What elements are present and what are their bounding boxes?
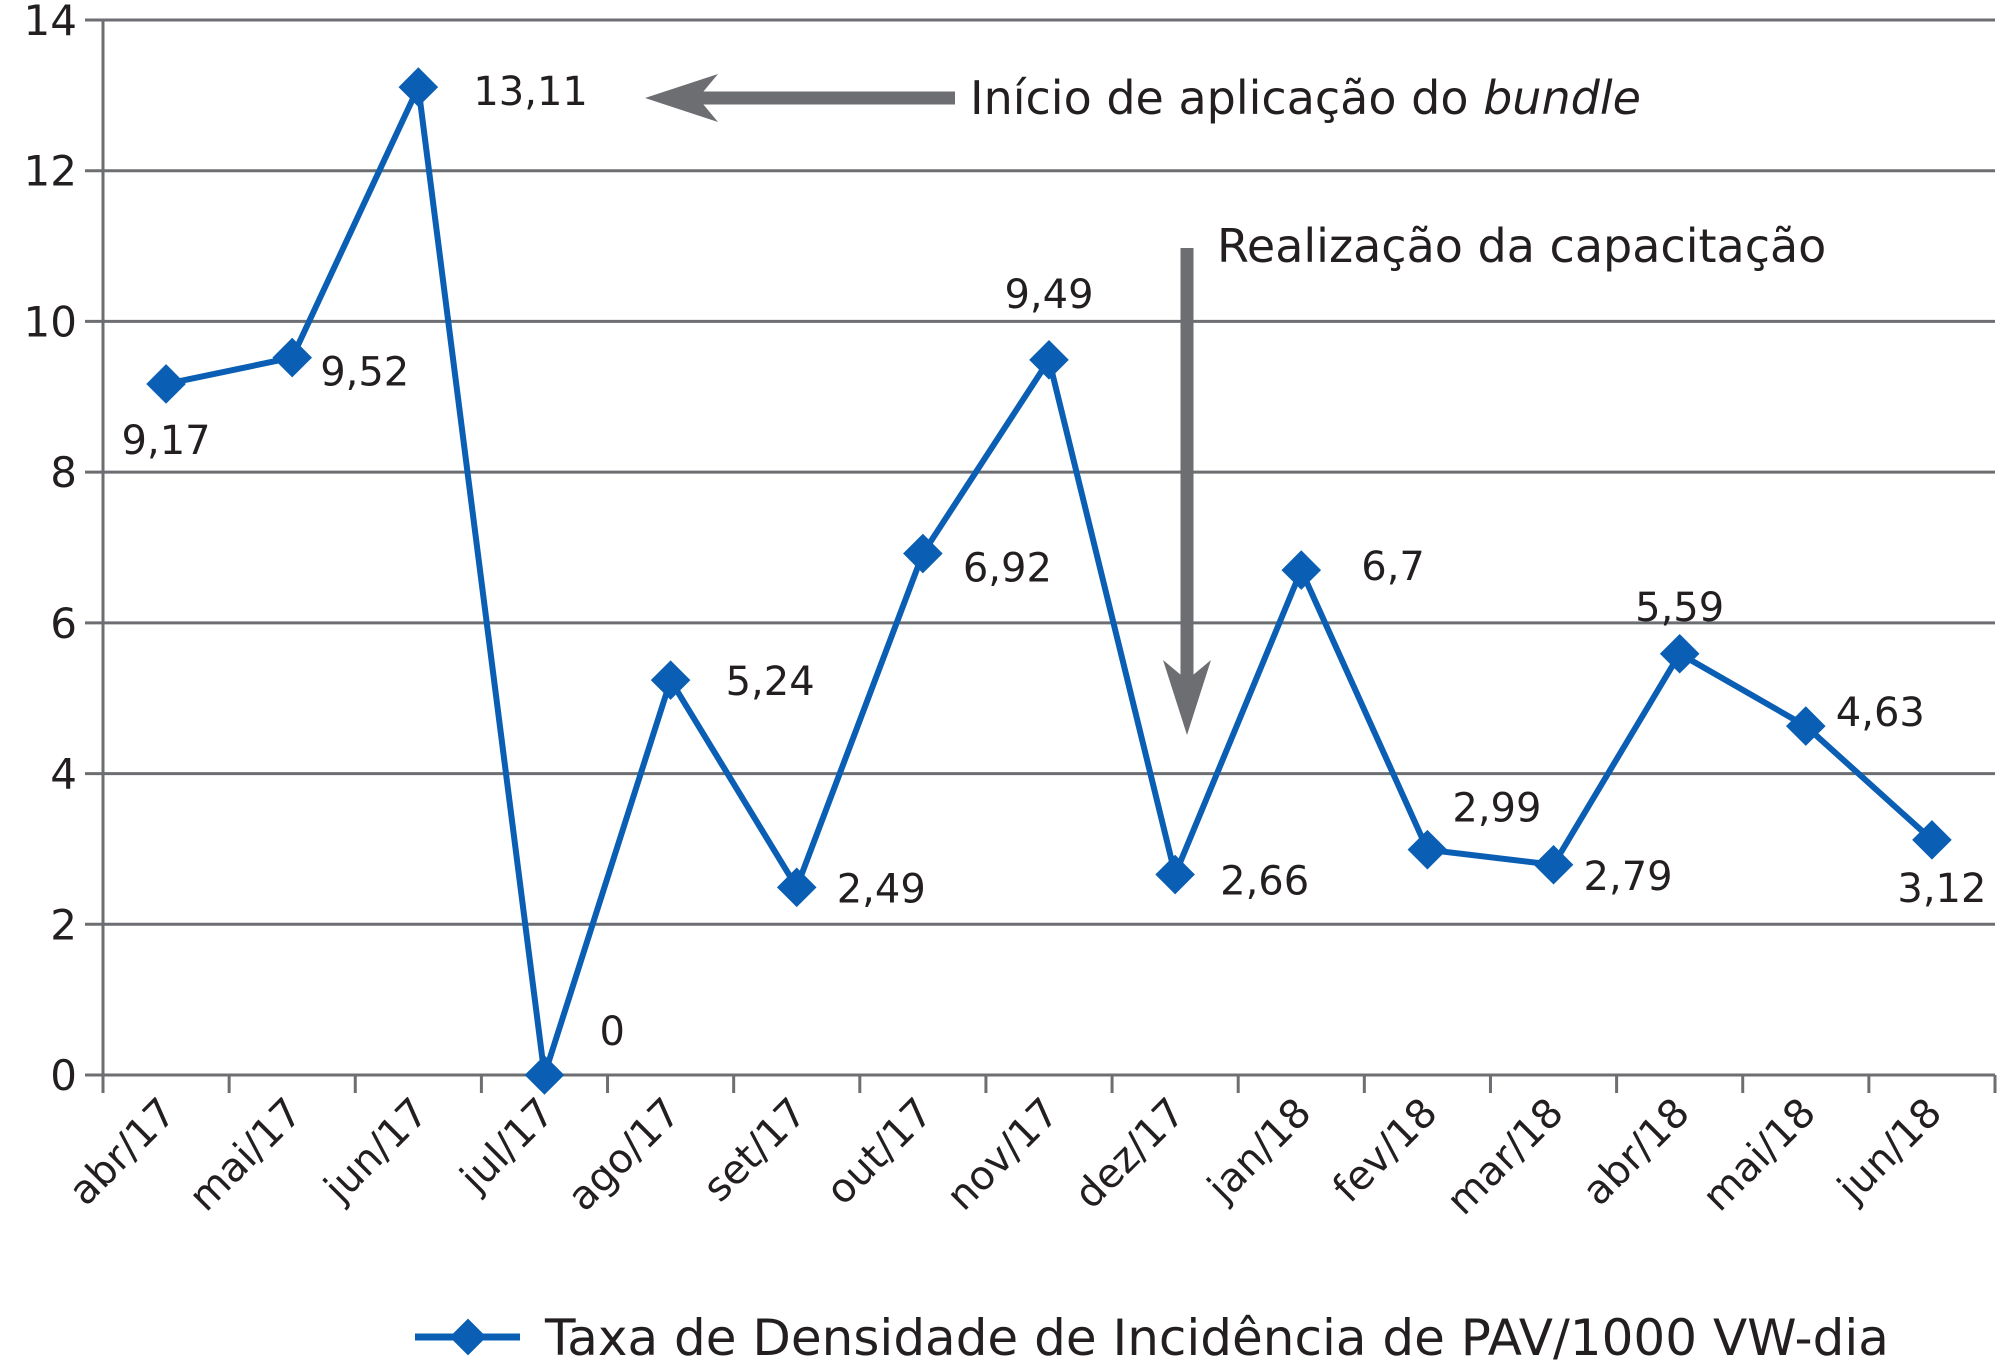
annotations: Início de aplicação do bundle Realização… bbox=[645, 71, 1826, 735]
series-line bbox=[146, 67, 1952, 1095]
y-tick-label: 8 bbox=[50, 448, 77, 497]
arrow-down-icon bbox=[1163, 660, 1211, 735]
data-label: 4,63 bbox=[1836, 690, 1925, 736]
data-point-marker bbox=[650, 660, 691, 700]
y-tick-label: 2 bbox=[50, 900, 77, 949]
y-tick-label: 0 bbox=[50, 1051, 77, 1100]
y-tick-label: 6 bbox=[50, 599, 77, 648]
data-label: 2,79 bbox=[1584, 854, 1673, 900]
legend-label: Taxa de Densidade de Incidência de PAV/1… bbox=[544, 1309, 1889, 1361]
data-label: 0 bbox=[599, 1009, 624, 1055]
x-tick-label: jun/17 bbox=[315, 1090, 437, 1212]
data-label: 2,99 bbox=[1452, 786, 1541, 832]
annotation-training: Realização da capacitação bbox=[1163, 219, 1826, 735]
data-point-marker bbox=[903, 533, 943, 574]
x-tick-label: mai/18 bbox=[1694, 1090, 1825, 1221]
x-tick-label: jun/18 bbox=[1829, 1090, 1951, 1212]
x-tick-label: mar/18 bbox=[1438, 1090, 1573, 1225]
y-tick-label: 12 bbox=[24, 147, 77, 196]
x-tick-label: ago/17 bbox=[559, 1090, 690, 1221]
data-labels: 9,17 9,52 13,11 0 5,24 2,49 6,92 9,49 2,66 6,7 2,9… bbox=[122, 69, 1987, 1055]
x-tick-label: jul/17 bbox=[451, 1090, 563, 1202]
data-label: 6,92 bbox=[963, 546, 1052, 592]
legend: Taxa de Densidade de Incidência de PAV/1… bbox=[415, 1309, 1889, 1361]
annotation-bundle-emphasis: bundle bbox=[1483, 71, 1641, 125]
legend-marker-icon bbox=[449, 1318, 487, 1356]
x-tick-label: abr/17 bbox=[60, 1090, 185, 1215]
data-label: 5,59 bbox=[1635, 585, 1724, 631]
y-tick-label: 10 bbox=[24, 297, 77, 346]
axes bbox=[101, 20, 1995, 1077]
data-label: 5,24 bbox=[726, 659, 815, 705]
data-point-marker bbox=[1407, 829, 1448, 870]
data-label: 3,12 bbox=[1897, 866, 1986, 912]
y-axis-ticks: 0 2 4 6 8 10 12 14 bbox=[24, 0, 103, 1100]
x-tick-label: jan/18 bbox=[1198, 1090, 1320, 1212]
x-tick-label: fev/18 bbox=[1324, 1090, 1446, 1212]
annotation-bundle-prefix: Início de aplicação do bbox=[970, 71, 1483, 125]
data-point-marker bbox=[272, 337, 312, 378]
data-point-marker bbox=[776, 867, 817, 908]
data-point-marker bbox=[1155, 854, 1195, 895]
annotation-bundle-start: Início de aplicação do bundle bbox=[645, 71, 1641, 125]
data-label: 9,52 bbox=[320, 350, 409, 396]
x-tick-label: nov/17 bbox=[938, 1090, 1068, 1220]
y-tick-label: 4 bbox=[50, 750, 77, 799]
arrow-left-icon bbox=[645, 74, 718, 122]
data-point-marker bbox=[1912, 820, 1952, 860]
data-point-marker bbox=[1659, 633, 1700, 674]
y-tick-label: 14 bbox=[24, 0, 77, 45]
data-label: 9,17 bbox=[122, 418, 211, 464]
data-point-marker bbox=[524, 1055, 565, 1095]
gridlines bbox=[103, 18, 1995, 926]
x-tick-label: mai/17 bbox=[180, 1090, 311, 1221]
data-label: 6,7 bbox=[1361, 544, 1425, 590]
data-point-marker bbox=[1533, 844, 1574, 885]
x-tick-label: out/17 bbox=[818, 1090, 942, 1214]
x-tick-label: dez/17 bbox=[1066, 1090, 1194, 1218]
data-label: 13,11 bbox=[473, 69, 588, 115]
data-point-marker bbox=[1786, 706, 1826, 746]
data-label: 2,49 bbox=[837, 866, 926, 912]
annotation-bundle-text: Início de aplicação do bundle bbox=[970, 71, 1641, 125]
x-tick-label: abr/18 bbox=[1574, 1090, 1699, 1215]
data-point-marker bbox=[146, 364, 186, 404]
data-point-marker bbox=[398, 67, 439, 107]
data-label: 2,66 bbox=[1220, 859, 1309, 905]
data-point-marker bbox=[1029, 340, 1069, 380]
annotation-training-text: Realização da capacitação bbox=[1217, 219, 1826, 273]
x-tick-label: set/17 bbox=[695, 1090, 816, 1211]
data-label: 9,49 bbox=[1004, 272, 1093, 318]
data-point-marker bbox=[1281, 550, 1322, 590]
